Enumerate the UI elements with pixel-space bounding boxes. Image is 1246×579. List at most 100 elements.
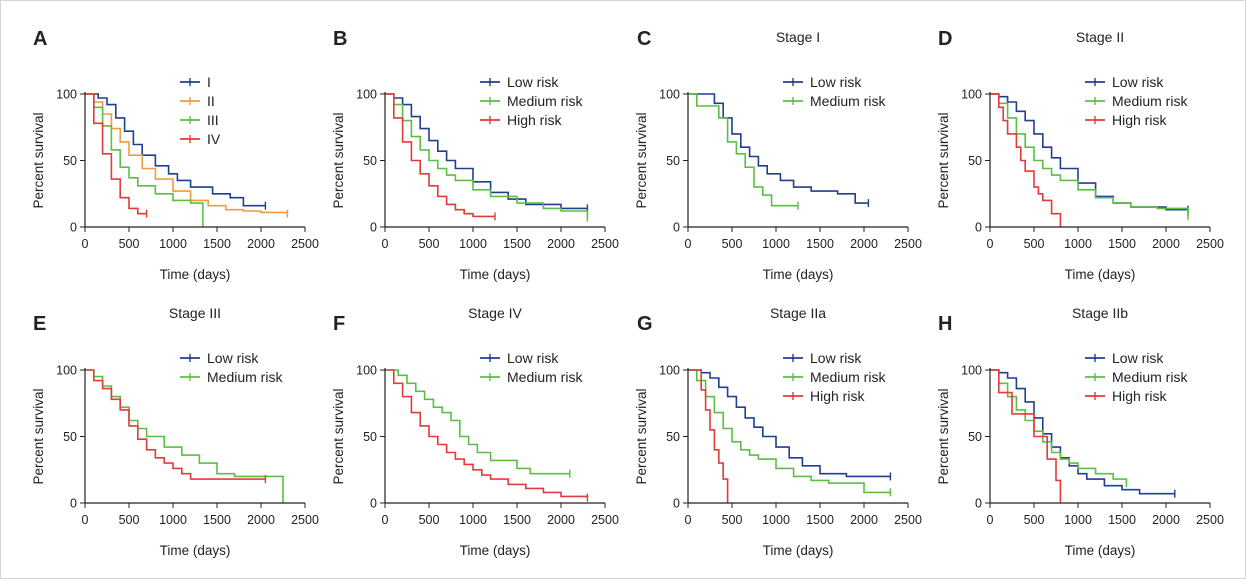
survival-curve-1	[688, 369, 891, 478]
x-axis-label: Time (days)	[160, 543, 231, 558]
legend-label: Low risk	[1112, 350, 1164, 366]
y-tick-label: 50	[968, 154, 982, 168]
x-tick-label: 1500	[1108, 237, 1136, 251]
survival-curve-3	[385, 93, 495, 218]
y-axis-label: Percent survival	[331, 112, 346, 208]
x-tick-label: 2000	[850, 513, 878, 527]
y-tick-label: 100	[356, 364, 377, 378]
legend-label: High risk	[507, 112, 562, 128]
panel-title: Stage I	[776, 29, 820, 45]
panel-c: C Stage I 0 500 1000 1500 2000 2500 0 50 100 Time (…	[634, 28, 922, 282]
x-tick-label: 2500	[291, 237, 319, 251]
legend-label: High risk	[810, 388, 865, 404]
x-tick-label: 1000	[1064, 513, 1092, 527]
survival-curve-3	[990, 93, 1062, 227]
x-tick-label: 2000	[547, 237, 575, 251]
legend-label: High risk	[1112, 388, 1167, 404]
survival-curve-2	[385, 93, 589, 218]
legend-label: Medium risk	[507, 369, 583, 385]
x-tick-label: 0	[382, 513, 389, 527]
y-tick-label: 0	[673, 497, 680, 511]
y-tick-label: 100	[961, 88, 982, 102]
legend-label: III	[207, 112, 219, 128]
panel-f: F Stage IV 0 500 1000 1500 2000 2500 0 50 100 Time …	[331, 305, 619, 558]
y-tick-label: 0	[975, 221, 982, 235]
y-tick-label: 50	[968, 430, 982, 444]
panel-e: E Stage III 0 500 1000 1500 2000 2500 0 50 100 Time…	[31, 305, 319, 558]
y-tick-label: 50	[363, 154, 377, 168]
x-tick-label: 0	[382, 237, 389, 251]
panel-title: Stage IIa	[770, 305, 826, 321]
legend-label: Medium risk	[1112, 93, 1188, 109]
x-tick-label: 500	[119, 237, 140, 251]
legend-label: Medium risk	[810, 93, 886, 109]
x-tick-label: 2500	[894, 237, 922, 251]
panel-b: B 0 500 1000 1500 2000 2500 0 50 100 Time (days) Pe…	[331, 28, 619, 282]
survival-curve-2	[85, 93, 289, 214]
x-axis-label: Time (days)	[763, 267, 834, 282]
y-axis-label: Percent survival	[634, 388, 649, 484]
x-tick-label: 1500	[203, 513, 231, 527]
panel-a: A 0 500 1000 1500 2000 2500 0 50 100 Time (days) Pe…	[31, 28, 319, 282]
x-tick-label: 1500	[503, 237, 531, 251]
panel-d: D Stage II 0 500 1000 1500 2000 2500 0 50 100 Time …	[936, 28, 1224, 282]
x-tick-label: 2000	[547, 513, 575, 527]
y-tick-label: 50	[63, 154, 77, 168]
x-tick-label: 2500	[1196, 513, 1224, 527]
panel-letter: B	[333, 28, 347, 50]
y-tick-label: 50	[363, 430, 377, 444]
survival-curve-3	[688, 369, 729, 503]
x-tick-label: 2500	[291, 513, 319, 527]
y-axis-label: Percent survival	[634, 112, 649, 208]
x-tick-label: 500	[419, 513, 440, 527]
x-tick-label: 2000	[1152, 513, 1180, 527]
x-tick-label: 1500	[806, 237, 834, 251]
panel-letter: E	[33, 313, 46, 335]
y-tick-label: 0	[70, 497, 77, 511]
y-tick-label: 0	[370, 497, 377, 511]
survival-curve-3	[85, 369, 266, 480]
legend-label: Low risk	[507, 350, 559, 366]
survival-curve-1	[688, 93, 869, 204]
panel-letter: H	[938, 313, 952, 335]
y-tick-label: 100	[56, 364, 77, 378]
x-tick-label: 2000	[1152, 237, 1180, 251]
x-axis-label: Time (days)	[1065, 543, 1136, 558]
y-tick-label: 100	[961, 364, 982, 378]
y-tick-label: 0	[673, 221, 680, 235]
x-tick-label: 500	[722, 513, 743, 527]
panel-title: Stage IV	[468, 305, 522, 321]
x-axis-label: Time (days)	[160, 267, 231, 282]
x-tick-label: 2000	[850, 237, 878, 251]
legend-label: Low risk	[207, 350, 259, 366]
y-axis-label: Percent survival	[31, 112, 46, 208]
legend-label: High risk	[1112, 112, 1167, 128]
y-tick-label: 100	[356, 88, 377, 102]
legend-label: IV	[207, 131, 221, 147]
legend-label: Low risk	[810, 350, 862, 366]
survival-curve-4	[85, 93, 147, 215]
x-tick-label: 500	[119, 513, 140, 527]
y-tick-label: 100	[659, 88, 680, 102]
x-axis-label: Time (days)	[1065, 267, 1136, 282]
x-tick-label: 1000	[159, 237, 187, 251]
y-tick-label: 0	[370, 221, 377, 235]
survival-curve-2	[688, 93, 798, 207]
panel-title: Stage III	[169, 305, 221, 321]
x-tick-label: 0	[82, 513, 89, 527]
y-tick-label: 100	[56, 88, 77, 102]
survival-curve-1	[85, 93, 266, 207]
survival-curve-2	[385, 369, 570, 475]
x-tick-label: 0	[987, 513, 994, 527]
x-tick-label: 2500	[894, 513, 922, 527]
x-tick-label: 2000	[247, 237, 275, 251]
survival-curve-2	[688, 369, 891, 494]
y-tick-label: 100	[659, 364, 680, 378]
legend-label: Medium risk	[507, 93, 583, 109]
legend-label: Low risk	[810, 74, 862, 90]
panel-title: Stage II	[1076, 29, 1124, 45]
x-tick-label: 0	[82, 237, 89, 251]
x-tick-label: 0	[685, 237, 692, 251]
x-tick-label: 1000	[1064, 237, 1092, 251]
